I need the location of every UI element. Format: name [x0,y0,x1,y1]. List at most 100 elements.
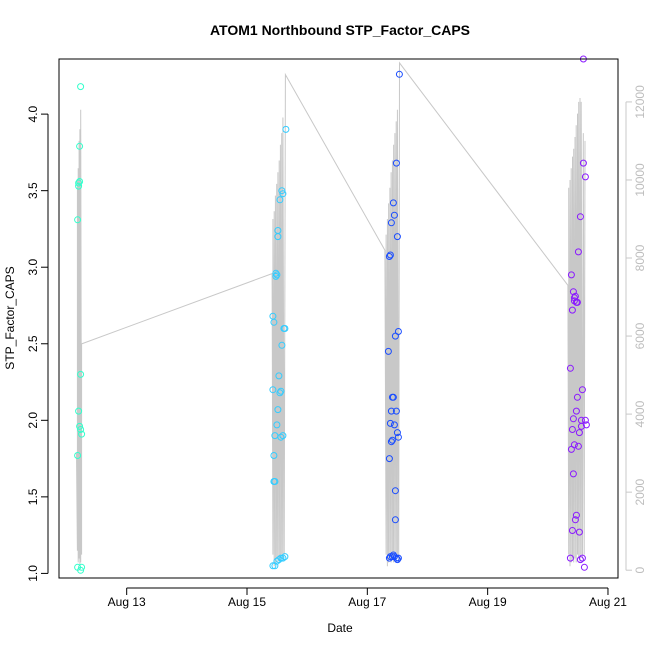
data-point-day3 [391,487,399,495]
data-point-day1 [74,452,82,459]
data-point-day3 [392,407,400,415]
data-point-day2 [270,318,278,326]
x-axis-label: Date [327,621,353,635]
data-point-day3 [390,421,398,429]
x-tick-label: Aug 15 [228,595,266,609]
data-point-day2 [281,325,289,332]
data-point-day3 [388,436,396,444]
data-point-day3 [393,429,401,437]
data-point-day1 [75,182,83,190]
data-point-day3 [387,438,395,446]
data-point-day4 [575,429,583,437]
y-axis-label: STP_Factor_CAPS [3,266,17,369]
data-point-day3 [386,419,394,427]
y-tick-label: 4.0 [26,105,40,122]
data-point-day3 [395,70,403,78]
data-point-day4 [568,527,576,534]
data-point-day4 [567,271,575,279]
data-point-day3 [389,199,397,207]
data-point-day3 [393,233,401,241]
data-point-day3 [387,219,395,227]
data-point-day1 [74,216,82,224]
data-point-day4 [572,407,580,415]
chart-title: ATOM1 Northbound STP_Factor_CAPS [210,22,470,38]
data-point-day4 [579,159,587,167]
data-point-day3 [385,253,393,260]
x-tick-label: Aug 21 [589,595,627,609]
x-tick-label: Aug 13 [108,595,146,609]
data-point-day2 [272,269,280,277]
data-point-day2 [276,196,284,204]
data-point-day3 [394,328,402,335]
data-point-day2 [276,389,284,397]
y2-tick-label: 12000 [633,85,647,119]
data-point-day3 [386,251,394,259]
data-point-day4 [578,554,586,562]
data-point-day4 [568,426,576,433]
data-point-day3 [390,211,398,219]
data-point-day4 [573,298,581,306]
data-point-day4 [581,416,589,424]
data-point-day3 [384,347,392,355]
data-point-day4 [568,306,576,314]
data-point-day3 [385,455,393,463]
data-point-day2 [278,341,286,349]
data-point-day4 [574,248,582,256]
y-tick-label: 1.0 [26,565,40,582]
data-point-day2 [274,233,282,241]
x-tick-label: Aug 19 [469,595,507,609]
data-point-day2 [272,272,280,280]
data-point-day2 [277,433,285,441]
y-tick-label: 2.5 [26,335,40,352]
x-tick-label: Aug 17 [348,595,386,609]
data-point-day4 [566,364,574,372]
data-point-day4 [576,556,584,564]
data-point-day3 [387,407,395,415]
y2-tick-label: 2000 [633,478,647,505]
data-point-day2 [269,386,277,394]
data-point-day1 [77,370,85,378]
y-tick-label: 1.5 [26,488,40,505]
data-point-day2 [279,554,287,562]
data-point-day4 [575,528,583,536]
secondary-series-line [76,61,586,567]
y-tick-label: 2.0 [26,412,40,429]
data-point-day2 [275,372,283,380]
data-point-day4 [577,416,585,424]
data-point-day2 [279,432,287,440]
data-point-day3 [393,556,401,564]
data-point-day2 [273,421,281,429]
data-point-day2 [278,187,286,195]
data-point-day2 [269,562,277,570]
secondary-series-layer [76,61,586,567]
data-point-day1 [75,407,83,415]
data-point-day4 [572,511,580,519]
data-point-day4 [581,173,589,181]
data-point-day1 [78,563,86,571]
data-point-day3 [394,433,402,441]
data-point-day1 [78,430,86,438]
data-point-day2 [282,125,290,133]
y2-tick-label: 10000 [633,163,647,197]
data-point-day2 [281,553,289,561]
y-tick-label: 3.0 [26,259,40,276]
points-layer [74,55,590,574]
data-point-day2 [277,387,285,395]
data-point-day2 [271,562,279,570]
data-point-day4 [582,421,590,429]
data-point-day4 [580,563,588,571]
data-point-day4 [566,554,574,562]
data-point-day3 [392,554,400,562]
data-point-day4 [569,470,577,478]
data-point-day3 [392,159,400,167]
data-point-day1 [77,426,85,433]
data-point-day1 [76,178,84,185]
data-point-day2 [277,554,285,562]
data-point-day2 [279,190,287,198]
data-point-day2 [270,452,278,459]
data-point-day2 [275,556,283,564]
data-point-day4 [574,442,582,450]
data-point-day1 [75,179,83,187]
data-point-day4 [576,213,584,221]
